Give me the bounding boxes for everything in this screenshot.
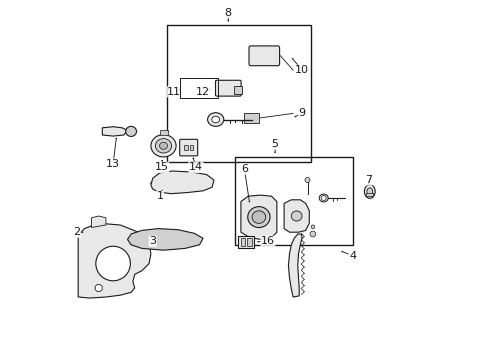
Bar [179, 78, 217, 98]
Polygon shape [241, 195, 276, 239]
FancyBboxPatch shape [179, 139, 197, 156]
Ellipse shape [364, 185, 374, 198]
Bar [240, 238, 244, 246]
Text: 12: 12 [196, 87, 210, 97]
Text: 15: 15 [154, 162, 168, 172]
Text: 5: 5 [271, 139, 278, 149]
Bar [184, 145, 187, 150]
Polygon shape [78, 223, 151, 298]
Bar [189, 145, 193, 150]
Ellipse shape [291, 211, 302, 221]
Bar [167, 25, 310, 162]
Circle shape [305, 177, 309, 183]
Circle shape [96, 246, 130, 281]
Polygon shape [102, 127, 127, 136]
Text: 9: 9 [298, 108, 305, 118]
Polygon shape [288, 234, 302, 297]
Polygon shape [127, 229, 203, 250]
Bar [233, 86, 241, 94]
Ellipse shape [159, 142, 167, 149]
Bar [247, 238, 251, 246]
Ellipse shape [251, 211, 265, 223]
Ellipse shape [319, 194, 327, 202]
Text: 6: 6 [241, 164, 247, 174]
FancyBboxPatch shape [215, 80, 241, 96]
Text: 3: 3 [149, 236, 156, 246]
Text: 16: 16 [261, 236, 274, 246]
Text: 13: 13 [106, 159, 120, 169]
Text: 4: 4 [348, 251, 355, 261]
Bar [238, 236, 254, 248]
Circle shape [95, 284, 102, 292]
Polygon shape [151, 171, 213, 194]
Circle shape [321, 195, 325, 201]
Text: 11: 11 [167, 87, 181, 97]
Ellipse shape [211, 116, 219, 123]
Text: 14: 14 [188, 162, 203, 172]
Ellipse shape [151, 135, 176, 157]
Ellipse shape [366, 188, 372, 195]
Ellipse shape [207, 113, 224, 126]
Ellipse shape [125, 126, 136, 136]
Circle shape [309, 231, 315, 237]
FancyBboxPatch shape [248, 46, 279, 66]
Circle shape [310, 225, 314, 229]
Text: 7: 7 [365, 175, 371, 185]
Ellipse shape [155, 139, 171, 153]
Bar [366, 193, 373, 196]
Text: 1: 1 [156, 191, 163, 201]
Text: 8: 8 [224, 8, 231, 18]
Text: 10: 10 [294, 65, 308, 75]
Ellipse shape [247, 207, 269, 228]
Bar [235, 157, 352, 245]
Bar [244, 113, 258, 123]
Text: 2: 2 [73, 227, 81, 237]
Bar [160, 130, 167, 135]
Polygon shape [284, 200, 309, 232]
Polygon shape [91, 216, 106, 228]
